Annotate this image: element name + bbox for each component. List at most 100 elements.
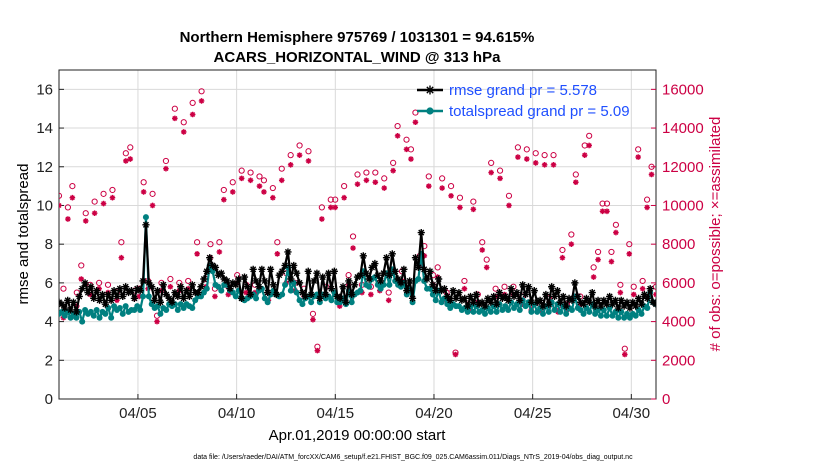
- y-left-tick-label: 10: [36, 197, 53, 214]
- rmse-point: [623, 298, 631, 306]
- rmse-point: [188, 281, 196, 289]
- rmse-point: [255, 283, 263, 291]
- rmse-point: [359, 252, 367, 260]
- obs-assimilated-marker: [336, 303, 343, 309]
- obs-possible-marker: [479, 239, 486, 246]
- rmse-point: [64, 296, 72, 304]
- obs-assimilated-marker: [421, 252, 428, 259]
- rmse-point: [629, 298, 637, 306]
- obs-assimilated-marker: [154, 318, 160, 325]
- obs-possible-marker: [568, 231, 575, 238]
- legend-marker-rmse: [425, 85, 435, 95]
- rmse-point: [116, 285, 124, 293]
- obs-possible-marker: [229, 179, 236, 186]
- obs-assimilated-marker: [488, 169, 494, 176]
- obs-possible-marker: [185, 277, 192, 285]
- rmse-point: [368, 263, 376, 271]
- obs-assimilated-marker: [483, 264, 490, 271]
- obs-possible-marker: [363, 169, 370, 176]
- totalspread-point: [505, 306, 512, 313]
- obs-assimilated-marker: [327, 204, 334, 211]
- obs-assimilated-marker: [314, 347, 321, 354]
- obs-possible-marker: [194, 239, 201, 246]
- totalspread-point: [603, 312, 610, 319]
- obs-assimilated-marker: [644, 204, 650, 211]
- rmse-point: [643, 294, 651, 302]
- rmse-point: [423, 275, 431, 283]
- rmse-point: [579, 300, 588, 308]
- rmse-point: [545, 300, 553, 308]
- rmse-point: [148, 283, 156, 291]
- rmse-point: [258, 265, 266, 273]
- obs-assimilated-marker: [617, 289, 624, 296]
- totalspread-point: [137, 306, 144, 313]
- obs-possible-marker: [394, 123, 401, 130]
- obs-possible-marker: [349, 233, 357, 240]
- obs-assimilated-marker: [270, 194, 276, 201]
- obs-assimilated-marker: [91, 210, 98, 217]
- rmse-point: [495, 288, 504, 297]
- chart-title-line1: Northern Hemisphere 975769 / 1031301 = 9…: [180, 29, 535, 46]
- obs-assimilated-marker: [452, 351, 459, 358]
- x-axis-label: Apr.01,2019 00:00:00 start: [269, 427, 447, 444]
- totalspread-point: [328, 297, 335, 304]
- rmse-point: [490, 292, 498, 301]
- rmse-point: [626, 304, 634, 312]
- rmse-point: [397, 279, 405, 287]
- rmse-point: [272, 290, 280, 299]
- obs-possible-marker: [269, 184, 276, 192]
- rmse-point: [466, 292, 475, 301]
- obs-possible-marker: [309, 310, 317, 317]
- obs-possible-marker: [434, 264, 441, 271]
- y-right-tick-label: 12000: [662, 159, 704, 176]
- totalspread-point: [108, 314, 115, 321]
- rmse-point: [142, 221, 150, 229]
- rmse-point: [203, 267, 211, 275]
- obs-assimilated-marker: [296, 152, 303, 158]
- rmse-point: [264, 288, 272, 297]
- legend-item-rmse: rmse grand pr = 5.578: [417, 82, 597, 99]
- obs-possible-marker: [626, 241, 633, 248]
- rmse-point: [153, 287, 162, 295]
- obs-possible-marker: [648, 163, 655, 170]
- totalspread-point: [282, 281, 289, 288]
- obs-possible-marker: [461, 277, 468, 285]
- totalspread-point: [142, 214, 149, 221]
- y-right-tick-label: 6000: [662, 275, 695, 292]
- obs-assimilated-marker: [648, 171, 655, 178]
- rmse-point: [159, 281, 167, 289]
- totalspread-point: [539, 310, 546, 317]
- series-lines: [59, 214, 656, 325]
- obs-assimilated-marker: [613, 229, 619, 236]
- totalspread-point: [90, 312, 97, 319]
- rmse-point: [240, 273, 249, 281]
- x-tick-label: 04/15: [317, 405, 355, 422]
- rmse-point: [162, 290, 170, 299]
- obs-possible-marker: [612, 221, 620, 228]
- totalspread-point: [73, 314, 80, 321]
- y-left-tick-label: 6: [45, 275, 53, 292]
- rmse-point: [171, 288, 179, 297]
- totalspread-point: [644, 305, 651, 312]
- obs-possible-marker: [69, 183, 76, 190]
- rmse-point: [406, 277, 414, 285]
- totalspread-point: [102, 310, 109, 317]
- rmse-point: [432, 287, 440, 295]
- obs-assimilated-marker: [167, 283, 174, 290]
- obs-assimilated-marker: [189, 111, 196, 118]
- totalspread-point: [163, 306, 170, 313]
- rmse-point: [620, 302, 628, 310]
- obs-possible-marker: [621, 345, 628, 352]
- obs-assimilated-marker: [586, 142, 592, 149]
- obs-possible-marker: [78, 262, 85, 269]
- rmse-point: [637, 300, 646, 308]
- obs-assimilated-marker: [568, 241, 575, 247]
- obs-possible-marker: [59, 192, 63, 199]
- rmse-point: [385, 271, 393, 279]
- obs-possible-marker: [599, 200, 606, 207]
- obs-possible-marker: [296, 142, 303, 149]
- obs-assimilated-marker: [78, 276, 85, 282]
- obs-possible-marker: [630, 283, 637, 290]
- rmse-point: [122, 283, 130, 291]
- totalspread-point: [580, 310, 587, 317]
